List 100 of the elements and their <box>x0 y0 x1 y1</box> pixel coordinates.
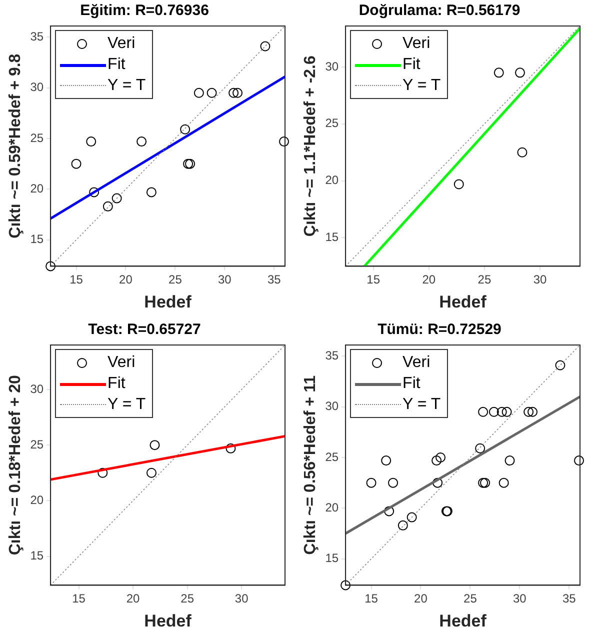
point <box>488 406 499 417</box>
point <box>475 443 486 454</box>
x-tick-label: 15 <box>366 272 380 287</box>
point <box>498 478 509 488</box>
point <box>496 406 507 417</box>
point <box>102 201 113 212</box>
y-tick-label: 20 <box>325 500 339 514</box>
y-tick-label: 20 <box>30 181 44 196</box>
x-tick-label: 35 <box>267 272 282 287</box>
y-tick-label: 25 <box>325 116 339 130</box>
x-tick-label: 20 <box>126 592 140 606</box>
y-tick-label: 20 <box>325 173 339 188</box>
x-axis-title: Hedef <box>439 611 487 630</box>
point <box>574 456 584 466</box>
x-tick-label: 35 <box>562 592 576 606</box>
point <box>340 580 351 590</box>
point <box>206 88 217 98</box>
x-tick-label: 30 <box>512 592 527 606</box>
legend-label: Fit <box>108 56 126 74</box>
legend-label: Y = T <box>108 76 146 94</box>
legend-label: Veri <box>402 34 430 52</box>
x-tick-label: 20 <box>422 272 436 287</box>
point <box>454 179 464 190</box>
y-axis-title: Çıktı ~= 0.59*Hedef + 9.8 <box>7 54 24 238</box>
y-axis-title: Çıktı ~= 1.1*Hedef + -2.6 <box>302 56 320 237</box>
point <box>89 187 100 198</box>
y-tick-label: 35 <box>30 29 44 44</box>
legend-label: Veri <box>108 354 136 372</box>
point <box>46 261 56 272</box>
point <box>146 468 156 478</box>
point <box>71 158 82 169</box>
y-tick-label: 25 <box>30 130 44 145</box>
x-tick-label: 30 <box>533 272 547 287</box>
chart-title: Eğitim: R=0.76936 <box>80 2 209 20</box>
x-axis-title: Hedef <box>439 292 487 312</box>
point <box>228 88 239 98</box>
y-tick-label: 20 <box>30 493 44 507</box>
point <box>494 68 504 78</box>
y-tick-label: 30 <box>30 382 44 396</box>
x-axis-title: Hedef <box>144 611 192 630</box>
point <box>98 468 108 478</box>
x-tick-label: 20 <box>119 272 133 287</box>
chart-title: Test: R=0.65727 <box>88 321 201 338</box>
legend-label: Fit <box>402 374 420 392</box>
legend-label: Fit <box>108 374 126 392</box>
x-tick-label: 25 <box>180 592 194 606</box>
point <box>146 187 156 198</box>
x-tick-label: 15 <box>70 272 84 287</box>
point <box>232 88 243 98</box>
x-tick-label: 25 <box>464 592 478 606</box>
x-tick-label: 30 <box>218 272 232 287</box>
x-tick-label: 25 <box>478 272 492 287</box>
y-tick-label: 15 <box>30 232 44 246</box>
chart-title: Tümü: R=0.72529 <box>378 321 502 338</box>
y-tick-label: 30 <box>325 59 339 74</box>
x-tick-label: 15 <box>72 592 86 606</box>
point <box>388 478 398 488</box>
legend-label: Fit <box>402 56 420 74</box>
legend-label: Veri <box>402 354 430 372</box>
y-tick-label: 35 <box>325 348 339 362</box>
point <box>432 478 443 488</box>
y-tick-label: 15 <box>325 551 339 566</box>
x-axis-title: Hedef <box>144 292 192 312</box>
point <box>180 124 190 134</box>
point <box>502 406 512 417</box>
chart-title: Doğrulama: R=0.56179 <box>358 2 520 20</box>
legend-label: Y = T <box>402 76 441 94</box>
point <box>432 456 442 466</box>
x-tick-label: 20 <box>414 592 428 606</box>
y-axis-title: Çıktı ~= 0.18*Hedef + 20 <box>7 374 24 556</box>
point <box>86 136 96 147</box>
point <box>384 506 394 516</box>
point <box>555 360 566 370</box>
y-tick-label: 30 <box>325 399 339 414</box>
point <box>136 136 147 147</box>
point <box>524 406 534 417</box>
point <box>398 520 408 530</box>
point <box>515 68 525 78</box>
point <box>226 443 236 454</box>
x-tick-label: 30 <box>234 592 249 606</box>
point <box>478 406 488 417</box>
point <box>381 456 392 466</box>
y-tick-label: 15 <box>325 230 339 244</box>
point <box>366 478 376 488</box>
y-tick-label: 30 <box>30 80 44 94</box>
y-tick-label: 25 <box>30 437 44 452</box>
legend-label: Y = T <box>402 396 441 414</box>
legend-label: Veri <box>108 34 136 52</box>
point <box>279 136 290 147</box>
point <box>528 406 538 417</box>
y-tick-label: 25 <box>325 450 339 464</box>
point <box>260 41 270 52</box>
legend-label: Y = T <box>108 396 146 414</box>
y-tick-label: 15 <box>30 548 44 563</box>
x-tick-label: 25 <box>168 272 182 287</box>
point <box>406 512 417 522</box>
y-axis-title: Çıktı ~= 0.56*Hedef + 11 <box>302 375 320 555</box>
point <box>436 452 446 462</box>
point <box>150 440 160 450</box>
point <box>504 456 515 466</box>
